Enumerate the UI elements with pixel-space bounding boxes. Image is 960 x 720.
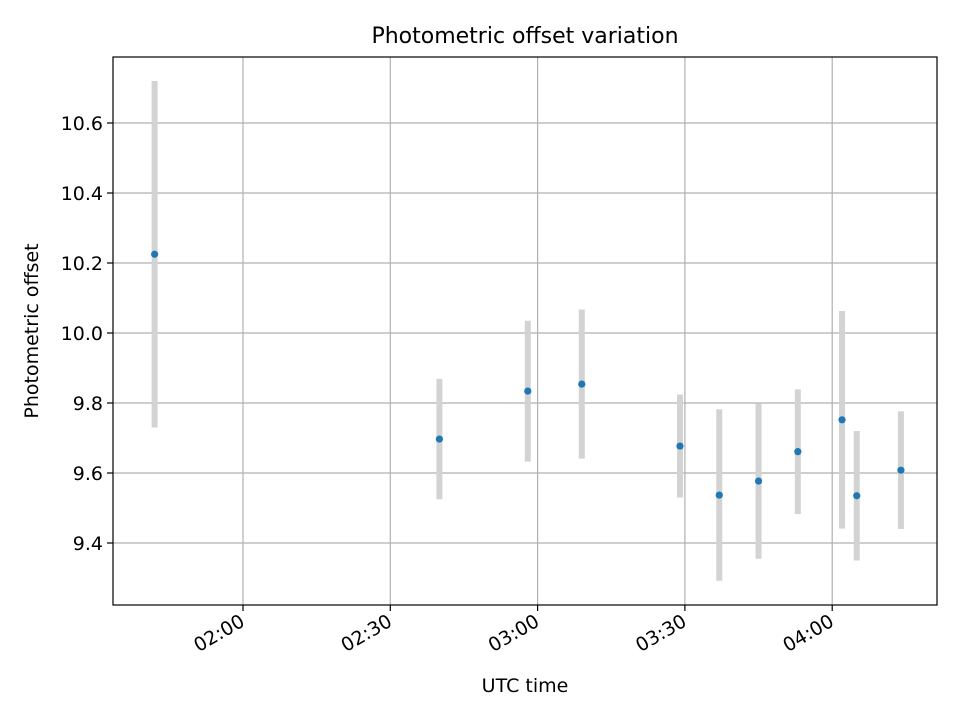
x-axis: 02:00 02:30 03:00 03:30 04:00	[190, 605, 838, 657]
data-point	[524, 387, 532, 395]
data-point	[715, 491, 723, 499]
y-tick-label: 10.6	[61, 113, 103, 135]
grid-lines	[113, 57, 937, 605]
x-tick-label: 02:30	[337, 610, 395, 656]
y-axis-label: Photometric offset	[21, 243, 43, 418]
data-point	[151, 250, 159, 258]
plot-area-frame	[112, 56, 938, 606]
data-point	[754, 477, 763, 485]
x-tick-label: 04:00	[779, 610, 837, 656]
y-tick-label: 10.2	[61, 253, 103, 275]
y-tick-label: 9.8	[73, 393, 103, 415]
chart-title: Photometric offset variation	[371, 24, 678, 49]
data-point	[435, 435, 443, 443]
data-point	[838, 416, 846, 424]
data-points	[151, 250, 905, 500]
y-tick-label: 10.0	[61, 323, 103, 345]
y-axis: 9.4 9.6 9.8 10.0 10.2 10.4 10.6	[61, 113, 113, 555]
x-tick-label: 02:00	[190, 610, 248, 656]
data-point	[897, 466, 905, 474]
data-point	[794, 448, 802, 456]
data-point	[578, 380, 586, 388]
x-axis-label: UTC time	[482, 675, 569, 697]
x-tick-label: 03:00	[485, 610, 543, 656]
y-tick-label: 10.4	[61, 183, 103, 205]
y-tick-label: 9.4	[73, 533, 103, 555]
data-point	[676, 442, 684, 450]
data-point	[853, 492, 861, 500]
y-tick-label: 9.6	[73, 463, 103, 485]
x-tick-label: 03:30	[632, 610, 690, 656]
error-bars	[151, 81, 904, 581]
